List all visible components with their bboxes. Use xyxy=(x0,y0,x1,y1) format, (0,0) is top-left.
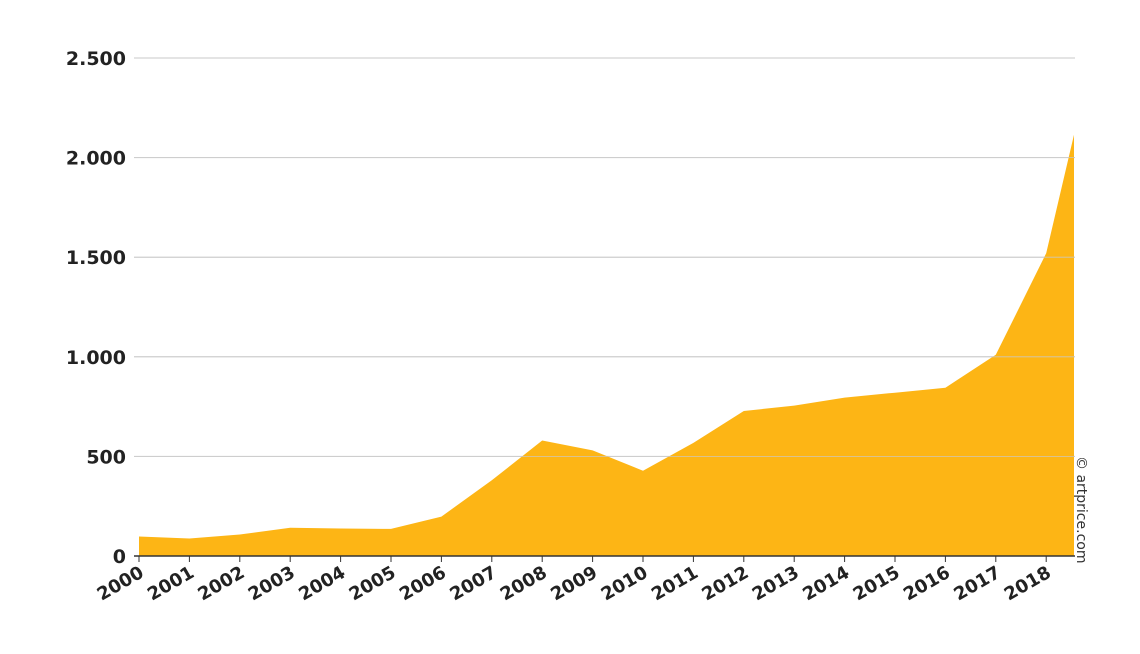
x-tick-label: 2003 xyxy=(245,562,299,605)
area-fill xyxy=(139,134,1074,556)
x-tick-label: 2000 xyxy=(94,562,148,605)
y-tick-label: 1.000 xyxy=(66,347,126,369)
x-tick-label: 2018 xyxy=(1001,562,1055,605)
x-tick-label: 2010 xyxy=(598,562,652,605)
y-tick-label: 2.000 xyxy=(66,148,126,170)
x-tick-label: 2017 xyxy=(950,562,1004,605)
x-tick-label: 2016 xyxy=(900,562,954,605)
x-axis-tick-labels: 2000200120022003200420052006200720082009… xyxy=(94,562,1055,605)
x-tick-label: 2007 xyxy=(446,562,500,605)
x-tick-label: 2006 xyxy=(396,562,450,605)
x-tick-label: 2012 xyxy=(698,562,752,605)
x-tick-label: 2013 xyxy=(749,562,803,605)
x-tick-label: 2014 xyxy=(799,562,853,605)
x-axis-line xyxy=(134,555,1075,562)
y-tick-label: 0 xyxy=(113,546,126,568)
watermark-text: © artprice.com xyxy=(1073,456,1089,563)
x-tick-label: 2011 xyxy=(648,562,702,605)
x-tick-label: 2004 xyxy=(295,562,349,605)
y-tick-label: 1.500 xyxy=(66,247,126,269)
x-tick-label: 2009 xyxy=(547,562,601,605)
y-tick-label: 2.500 xyxy=(66,48,126,70)
x-tick-label: 2005 xyxy=(346,562,400,605)
x-tick-label: 2002 xyxy=(194,562,248,605)
y-axis-tick-labels: 0 500 1.000 1.500 2.000 2.500 xyxy=(66,48,126,568)
area-series xyxy=(134,57,1075,556)
x-tick-label: 2008 xyxy=(497,562,551,605)
x-tick-label: 2001 xyxy=(144,562,198,605)
x-tick-label: 2015 xyxy=(850,562,904,605)
y-tick-label: 500 xyxy=(86,446,126,468)
